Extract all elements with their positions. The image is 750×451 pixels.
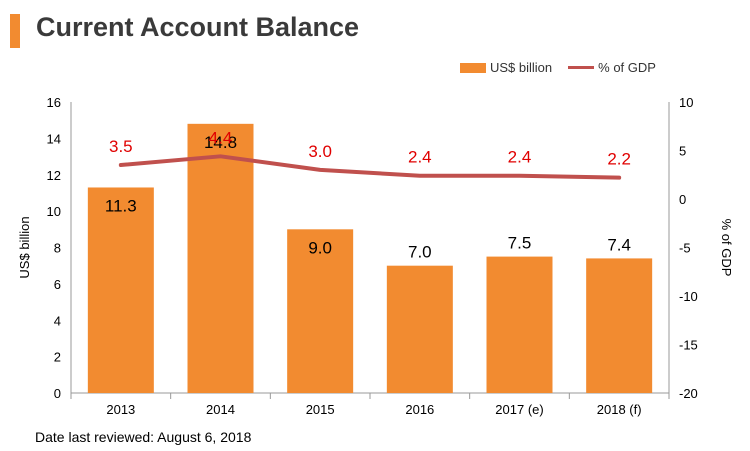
y-tick-label: 8 [54,241,61,256]
x-tick-label: 2018 (f) [597,402,642,417]
pct-value-label: 3.5 [109,137,133,156]
y2-tick-label: -10 [679,289,698,304]
bar-value-label: 7.5 [508,234,532,253]
footer-note: Date last reviewed: August 6, 2018 [35,429,252,445]
y-tick-label: 12 [47,168,61,183]
y2-tick-label: -20 [679,386,698,401]
bar [287,229,354,393]
title-accent-bar [10,14,20,48]
pct-value-label: 2.4 [408,148,432,167]
x-tick-label: 2015 [306,402,335,417]
y-tick-label: 10 [47,204,61,219]
bar [586,258,653,393]
y2-tick-label: 0 [679,192,686,207]
legend-bar-swatch [460,62,486,73]
bar [386,265,453,393]
pct-gdp-line [118,154,622,180]
bar [486,256,553,393]
bar [187,123,254,393]
pct-value-label: 2.4 [508,148,532,167]
bar-value-label: 9.0 [308,238,332,257]
bar-value-label: 7.4 [607,235,631,254]
legend: US$ billion % of GDP [460,60,656,75]
y2-tick-label: 10 [679,95,693,110]
pct-value-label: 3.0 [308,142,332,161]
y-tick-label: 16 [47,95,61,110]
y-tick-label: 14 [47,131,61,146]
y-tick-label: 0 [54,386,61,401]
x-tick-label: 2017 (e) [495,402,543,417]
legend-label-bar: US$ billion [490,60,553,75]
bar-value-label: 14.8 [204,133,237,152]
y2-tick-label: 5 [679,144,686,159]
y-axis-title: US$ billion [17,216,32,278]
y-tick-label: 2 [54,350,61,365]
bar-value-label: 7.0 [408,243,432,262]
pct-value-label: 2.2 [607,150,631,169]
y-tick-label: 4 [54,313,61,328]
legend-label-line: % of GDP [598,60,656,75]
bar-value-label: 11.3 [105,196,137,215]
y-tick-label: 6 [54,277,61,292]
x-tick-label: 2016 [405,402,434,417]
y2-tick-label: -15 [679,338,698,353]
bar [87,187,154,393]
legend-line-swatch [568,66,595,69]
x-tick-label: 2014 [206,402,235,417]
x-tick-label: 2013 [106,402,135,417]
pct-value-label: 4.4 [209,128,233,147]
y2-axis-title: % of GDP [719,219,734,277]
y2-tick-label: -5 [679,241,691,256]
chart-title: Current Account Balance [36,12,360,42]
